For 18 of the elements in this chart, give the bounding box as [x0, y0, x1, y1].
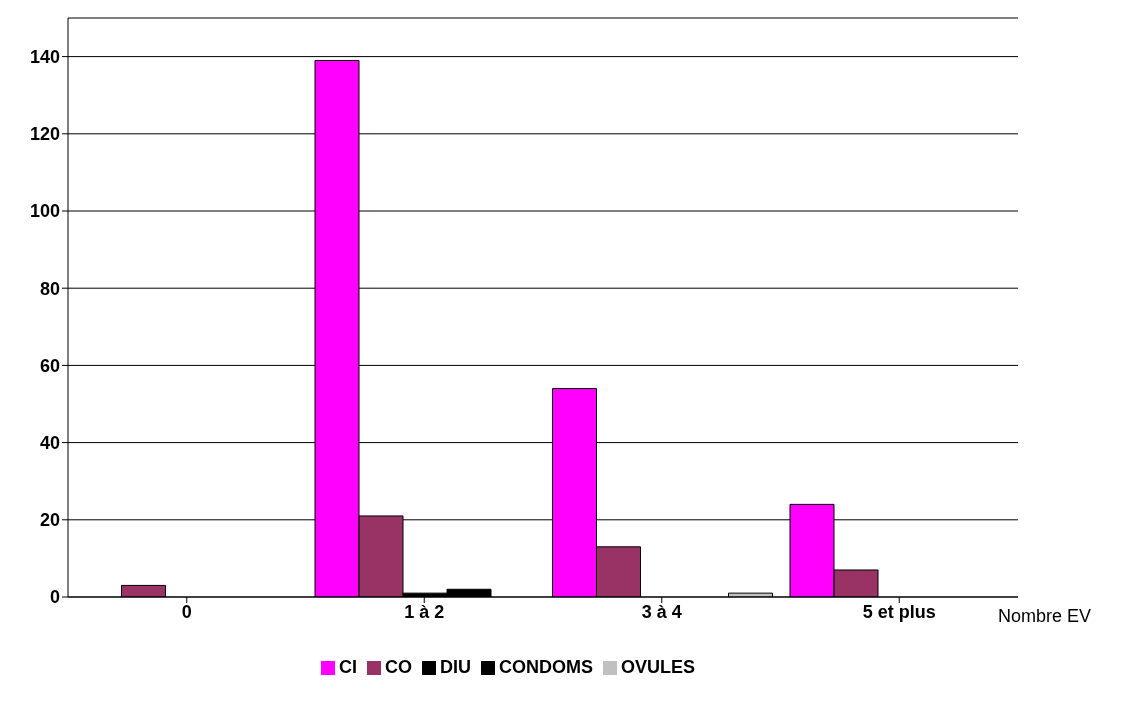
x-axis-title: Nombre EV — [998, 606, 1092, 627]
y-tick-label: 100 — [29, 201, 60, 222]
y-tick-label: 120 — [29, 124, 60, 145]
legend-label: OVULES — [620, 657, 695, 677]
x-tick-label: 1 à 2 — [404, 601, 445, 622]
y-tick-label: 140 — [29, 46, 60, 67]
legend-label: CO — [384, 657, 412, 677]
y-tick-label: 40 — [39, 432, 60, 453]
y-tick-label: 20 — [39, 510, 60, 531]
y-tick-label: 80 — [39, 278, 60, 299]
x-tick-label: 0 — [181, 601, 192, 622]
x-tick-label: 3 à 4 — [641, 601, 682, 622]
legend-label: CI — [338, 657, 357, 677]
x-tick-label: 5 et plus — [862, 601, 936, 622]
y-tick-label: 60 — [39, 355, 60, 376]
y-tick-label: 0 — [49, 587, 60, 608]
legend-label: DIU — [439, 657, 471, 677]
legend-label: CONDOMS — [498, 657, 593, 677]
